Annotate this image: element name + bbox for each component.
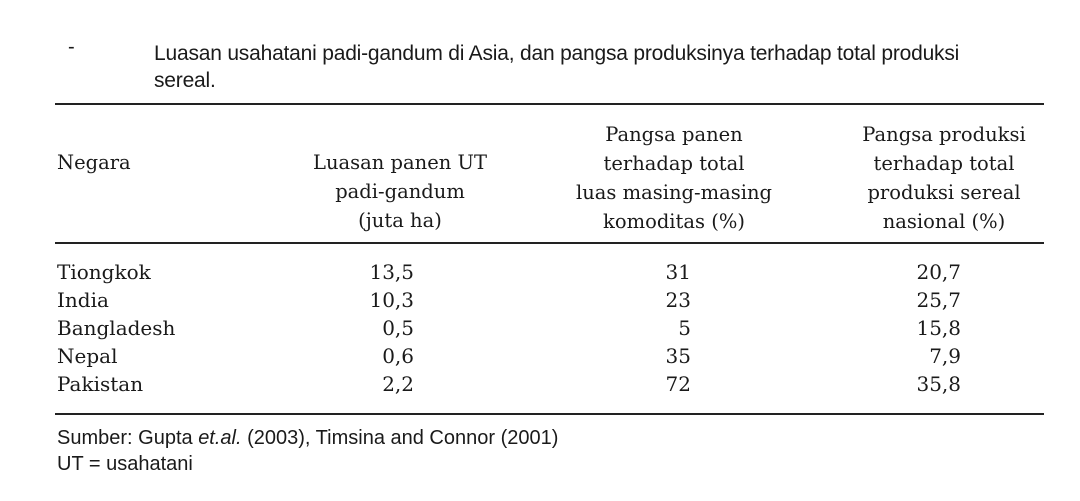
header-negara-line: Negara bbox=[57, 151, 131, 174]
header-luasan-line: (juta ha) bbox=[358, 209, 442, 232]
caption-line-1: Luasan usahatani padi-gandum di Asia, da… bbox=[154, 42, 960, 65]
cell-luasan: 0,6 bbox=[382, 344, 414, 368]
cell-pangsa-panen: 23 bbox=[665, 288, 691, 312]
cell-pangsa-produksi: 20,7 bbox=[916, 260, 961, 284]
cell-luasan: 13,5 bbox=[369, 260, 414, 284]
cell-pangsa-produksi: 15,8 bbox=[916, 316, 961, 340]
header-pangsa-produksi-line: produksi sereal bbox=[867, 181, 1021, 204]
header-luasan-line: Luasan panen UT bbox=[313, 151, 487, 174]
header-pangsa-panen-line: luas masing-masing bbox=[575, 181, 773, 204]
header-pangsa-produksi-line: Pangsa produksi bbox=[862, 123, 1026, 146]
source-rest: (2003), Timsina and Connor (2001) bbox=[241, 427, 559, 449]
cell-pangsa-panen: 31 bbox=[665, 260, 691, 284]
table-row: Bangladesh 0,5 5 15,8 bbox=[0, 314, 1080, 342]
table-row: Tiongkok 13,5 31 20,7 bbox=[0, 258, 1080, 286]
table-bottom-rule bbox=[55, 413, 1044, 415]
header-pangsa-panen-line: terhadap total bbox=[603, 152, 745, 175]
caption-bullet: - bbox=[68, 36, 75, 58]
table-top-rule bbox=[55, 103, 1044, 105]
header-pangsa-panen: Pangsa panen terhadap total luas masing-… bbox=[548, 120, 800, 236]
cell-luasan: 10,3 bbox=[369, 288, 414, 312]
header-pangsa-produksi-line: terhadap total bbox=[873, 152, 1015, 175]
header-pangsa-panen-line: komoditas (%) bbox=[603, 210, 745, 233]
cell-pangsa-produksi: 35,8 bbox=[916, 372, 961, 396]
caption-line-2: sereal. bbox=[154, 69, 216, 92]
table-caption: Luasan usahatani padi-gandum di Asia, da… bbox=[154, 40, 1054, 94]
header-pangsa-produksi: Pangsa produksi terhadap total produksi … bbox=[818, 120, 1070, 236]
table-row: Pakistan 2,2 72 35,8 bbox=[0, 370, 1080, 398]
header-negara: Negara bbox=[57, 148, 131, 177]
cell-pangsa-panen: 35 bbox=[665, 344, 691, 368]
source-line: Sumber: Gupta et.al. (2003), Timsina and… bbox=[57, 425, 558, 451]
abbreviation-note: UT = usahatani bbox=[57, 453, 193, 475]
cell-negara: Pakistan bbox=[57, 372, 144, 396]
cell-luasan: 2,2 bbox=[382, 372, 414, 396]
cell-pangsa-produksi: 25,7 bbox=[916, 288, 961, 312]
header-pangsa-panen-line: Pangsa panen bbox=[605, 123, 743, 146]
cell-negara: India bbox=[57, 288, 109, 312]
cell-negara: Tiongkok bbox=[57, 260, 151, 284]
table-footer: Sumber: Gupta et.al. (2003), Timsina and… bbox=[57, 425, 558, 477]
table-header-rule bbox=[55, 242, 1044, 244]
table-body: Tiongkok 13,5 31 20,7 India 10,3 23 25,7… bbox=[0, 258, 1080, 398]
table-row: India 10,3 23 25,7 bbox=[0, 286, 1080, 314]
table-row: Nepal 0,6 35 7,9 bbox=[0, 342, 1080, 370]
cell-negara: Nepal bbox=[57, 344, 118, 368]
header-luasan-line: padi-gandum bbox=[335, 180, 465, 203]
cell-pangsa-panen: 72 bbox=[665, 372, 691, 396]
source-prefix: Sumber: Gupta bbox=[57, 427, 199, 449]
source-etal: et.al. bbox=[198, 427, 242, 449]
cell-pangsa-produksi: 7,9 bbox=[929, 344, 961, 368]
cell-luasan: 0,5 bbox=[382, 316, 414, 340]
header-pangsa-produksi-line: nasional (%) bbox=[882, 210, 1006, 233]
cell-negara: Bangladesh bbox=[57, 316, 176, 340]
cell-pangsa-panen: 5 bbox=[678, 316, 691, 340]
header-luasan: Luasan panen UT padi-gandum (juta ha) bbox=[282, 148, 518, 235]
